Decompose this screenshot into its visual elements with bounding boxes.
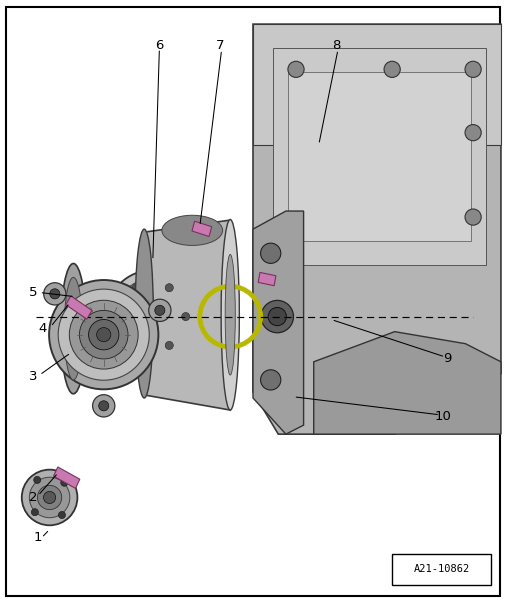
Circle shape	[34, 476, 41, 484]
Circle shape	[88, 320, 119, 350]
Ellipse shape	[61, 264, 86, 394]
Polygon shape	[66, 296, 92, 319]
Text: 2: 2	[29, 491, 37, 504]
Polygon shape	[252, 24, 500, 434]
Polygon shape	[54, 467, 80, 488]
Polygon shape	[313, 332, 500, 434]
Ellipse shape	[162, 215, 222, 245]
Ellipse shape	[64, 277, 82, 380]
Circle shape	[49, 280, 158, 390]
Circle shape	[115, 279, 190, 355]
Circle shape	[135, 299, 170, 334]
Ellipse shape	[221, 219, 239, 410]
Circle shape	[79, 311, 128, 359]
Circle shape	[116, 312, 124, 321]
Ellipse shape	[135, 229, 153, 398]
Polygon shape	[288, 72, 470, 241]
Circle shape	[58, 511, 65, 519]
FancyBboxPatch shape	[391, 554, 490, 585]
Circle shape	[29, 477, 70, 518]
Circle shape	[69, 300, 138, 369]
Text: 10: 10	[433, 409, 450, 423]
Polygon shape	[144, 220, 230, 410]
Polygon shape	[191, 221, 211, 236]
Circle shape	[49, 289, 60, 299]
Circle shape	[165, 283, 173, 292]
Circle shape	[43, 283, 66, 305]
Circle shape	[464, 125, 480, 140]
Text: A21-10862: A21-10862	[413, 564, 469, 574]
Circle shape	[61, 479, 68, 486]
Polygon shape	[252, 211, 303, 434]
Text: 4: 4	[39, 322, 47, 335]
Circle shape	[464, 62, 480, 77]
Text: 5: 5	[29, 286, 37, 299]
Text: 1: 1	[34, 531, 42, 545]
Circle shape	[31, 509, 38, 516]
Circle shape	[98, 401, 109, 411]
Circle shape	[37, 485, 62, 510]
Circle shape	[464, 209, 480, 225]
Polygon shape	[258, 273, 275, 286]
Circle shape	[268, 308, 286, 326]
Circle shape	[165, 341, 173, 350]
Circle shape	[58, 289, 149, 380]
Circle shape	[383, 62, 399, 77]
Circle shape	[260, 370, 280, 390]
Text: 3: 3	[29, 370, 37, 384]
Circle shape	[155, 305, 165, 315]
Circle shape	[92, 395, 115, 417]
Circle shape	[181, 312, 189, 321]
Circle shape	[132, 341, 140, 350]
Circle shape	[125, 289, 180, 344]
Text: 8: 8	[332, 39, 340, 52]
Ellipse shape	[225, 254, 235, 375]
Text: 7: 7	[216, 39, 224, 52]
Circle shape	[132, 283, 140, 292]
Polygon shape	[273, 48, 485, 265]
Circle shape	[287, 62, 304, 77]
Circle shape	[43, 491, 56, 504]
Text: 6: 6	[155, 39, 163, 52]
Circle shape	[260, 243, 280, 264]
Text: 9: 9	[443, 352, 451, 365]
Circle shape	[22, 470, 77, 525]
Polygon shape	[76, 324, 99, 330]
Circle shape	[96, 327, 111, 342]
Circle shape	[143, 308, 162, 326]
Circle shape	[106, 270, 199, 363]
Circle shape	[148, 299, 171, 321]
Polygon shape	[252, 24, 500, 145]
Circle shape	[261, 300, 293, 333]
